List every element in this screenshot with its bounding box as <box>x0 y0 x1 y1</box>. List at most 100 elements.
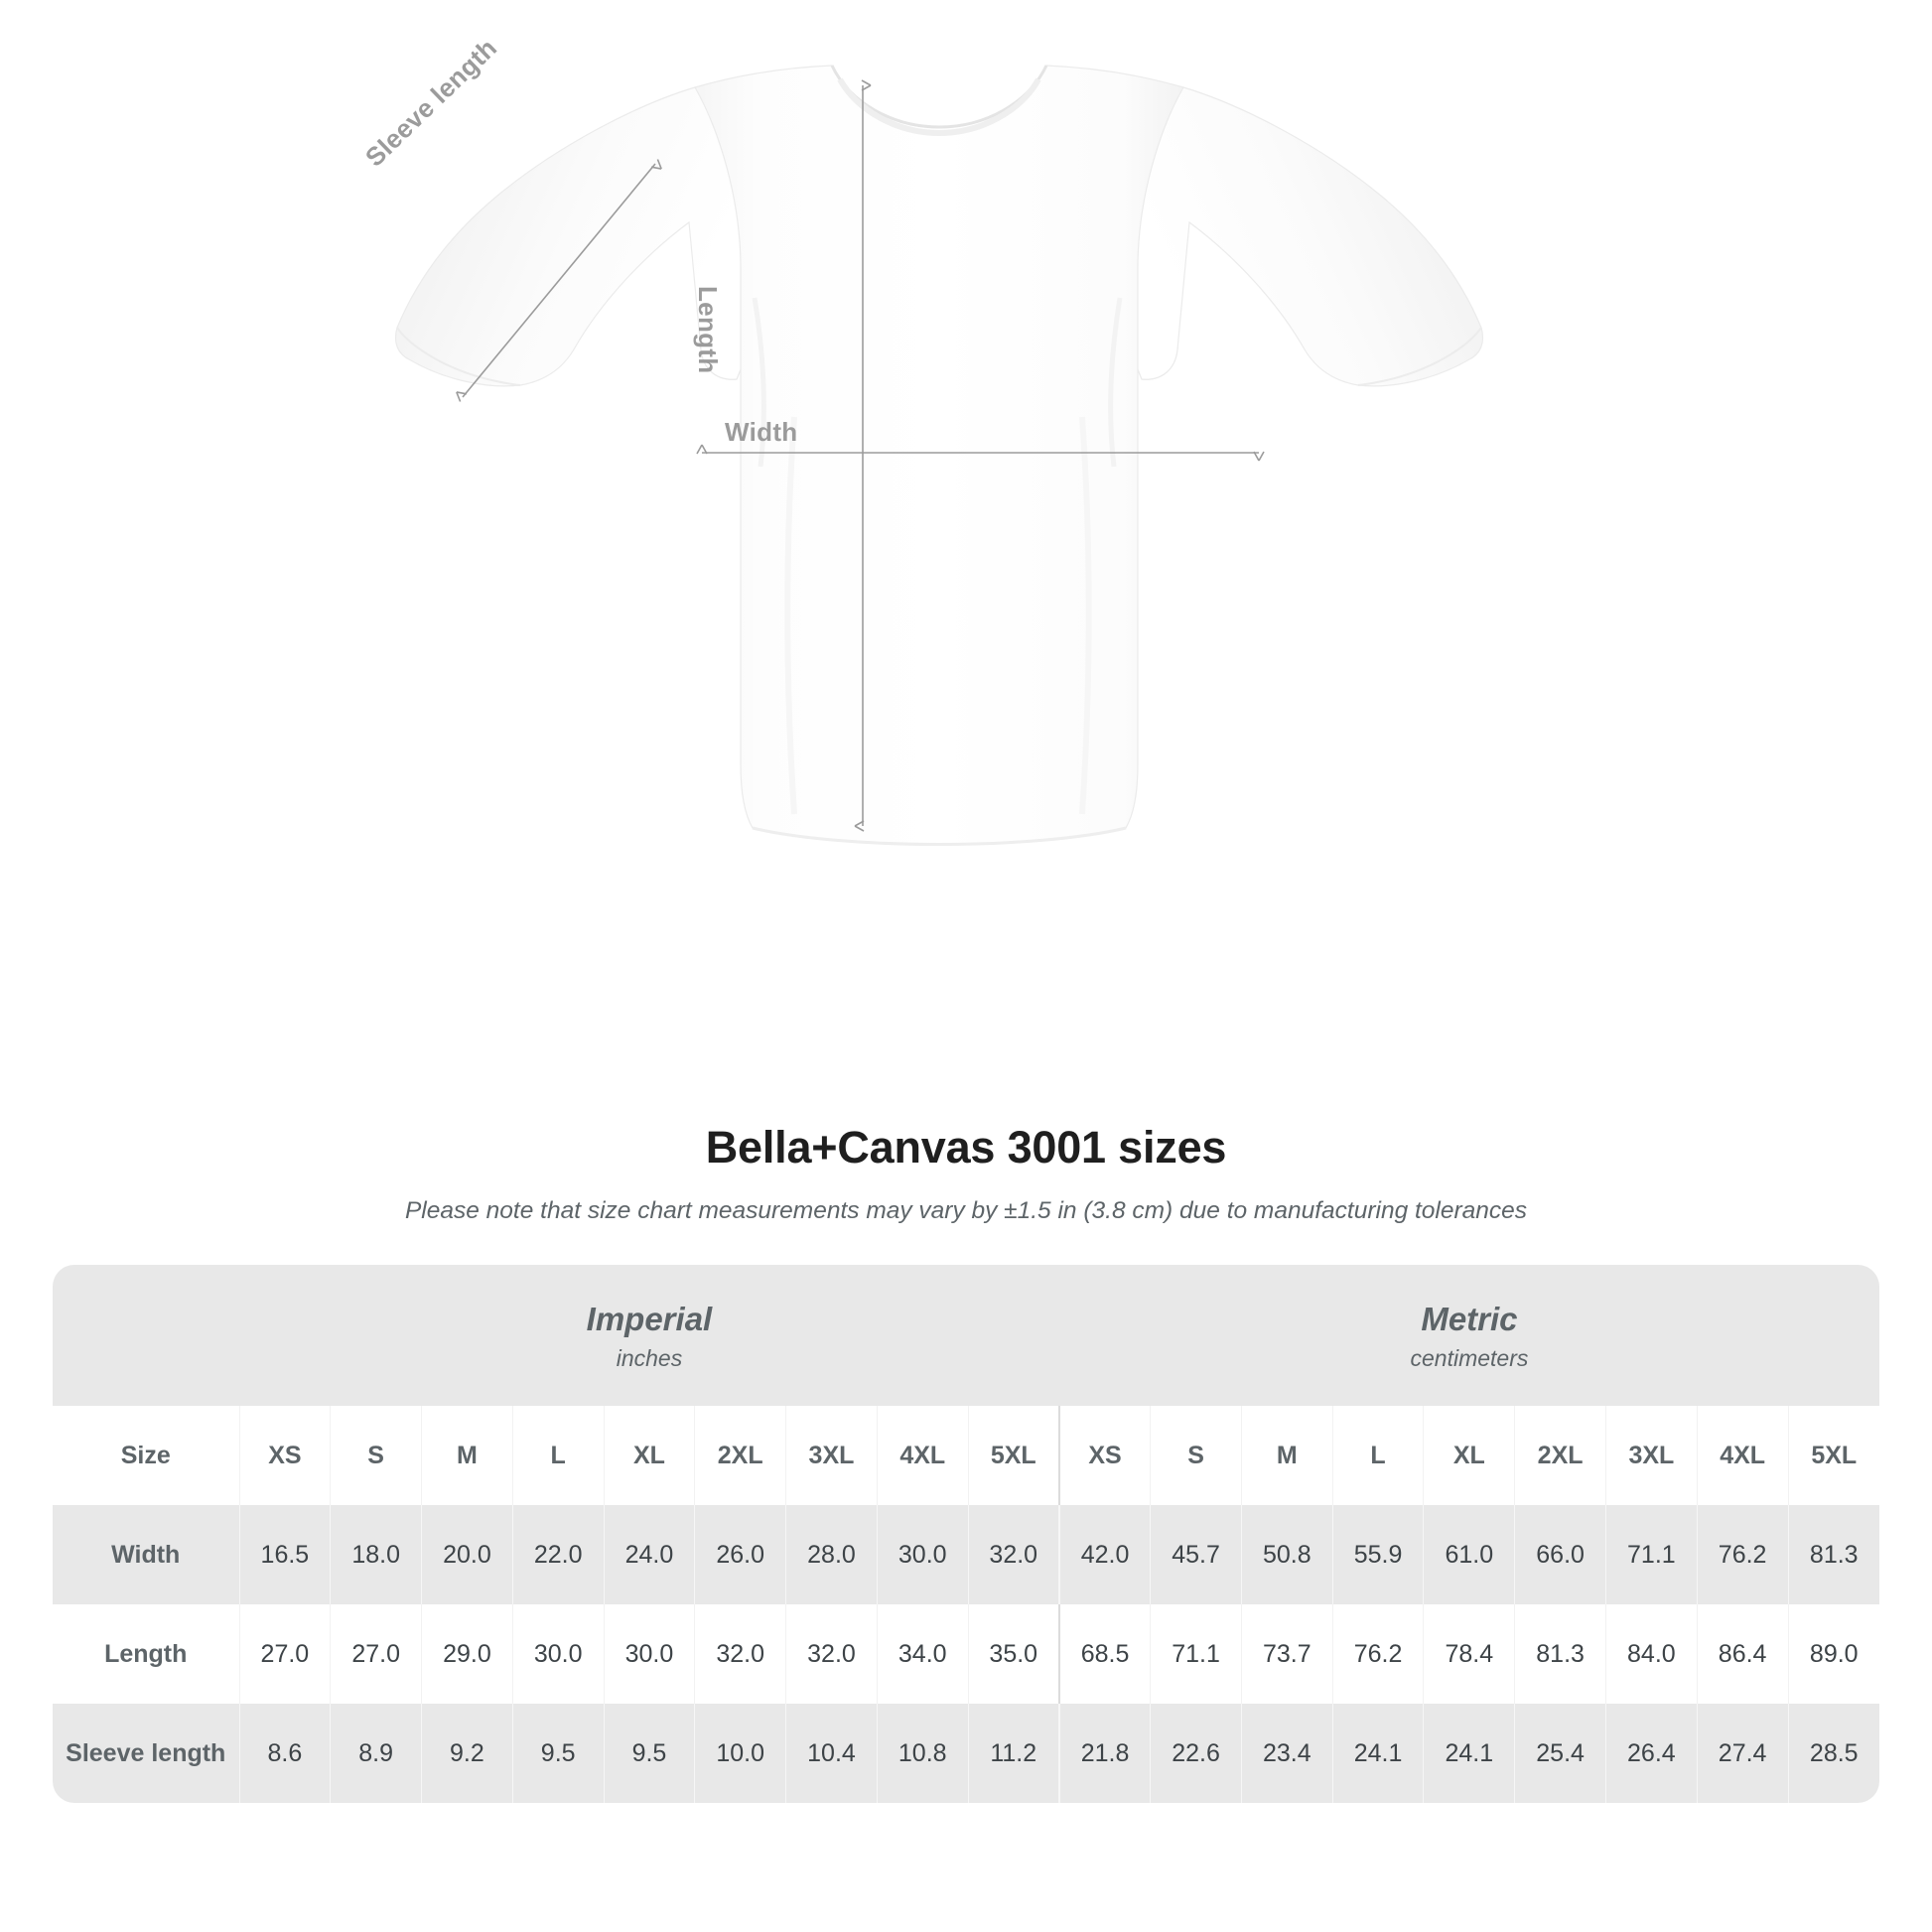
size-column-header: XS <box>238 1406 331 1506</box>
table-cell: 30.0 <box>603 1604 695 1705</box>
tshirt-diagram: Sleeve length Length Width <box>359 32 1484 846</box>
table-cell: 18.0 <box>330 1505 422 1605</box>
unit-group-sublabel: centimeters <box>1410 1345 1529 1372</box>
table-cell: 10.0 <box>694 1704 786 1804</box>
table-cell: 26.0 <box>694 1505 786 1605</box>
table-cell: 32.0 <box>785 1604 878 1705</box>
table-cell: 76.2 <box>1331 1604 1424 1705</box>
size-column-header: 4XL <box>876 1406 969 1506</box>
table-cell: 9.5 <box>603 1704 695 1804</box>
table-cell: 81.3 <box>1787 1505 1879 1605</box>
table-cell: 89.0 <box>1787 1604 1879 1705</box>
table-cell: 16.5 <box>238 1505 331 1605</box>
size-column-header: XL <box>603 1406 695 1506</box>
table-cell: 27.4 <box>1696 1704 1789 1804</box>
size-column-header: 5XL <box>967 1406 1059 1506</box>
table-cell: 32.0 <box>694 1604 786 1705</box>
size-column-header: L <box>511 1406 605 1506</box>
table-cell: 32.0 <box>967 1505 1059 1605</box>
page-title: Bella+Canvas 3001 sizes <box>705 1122 1227 1173</box>
table-cell: 26.4 <box>1604 1704 1698 1804</box>
size-column-header: S <box>1150 1406 1242 1506</box>
table-cell: 8.6 <box>238 1704 331 1804</box>
table-cell: 66.0 <box>1514 1505 1606 1605</box>
table-cell: 34.0 <box>876 1604 969 1705</box>
table-cell: 11.2 <box>967 1704 1059 1804</box>
unit-group-imperial: Imperial inches <box>239 1265 1059 1407</box>
table-cell: 24.1 <box>1423 1704 1515 1804</box>
size-column-header: 2XL <box>1514 1406 1606 1506</box>
size-column-header: M <box>1240 1406 1333 1506</box>
table-cell: 86.4 <box>1696 1604 1789 1705</box>
table-row: Length 27.0 27.0 29.0 30.0 30.0 32.0 32.0 34.0 35… <box>53 1604 1879 1705</box>
size-column-header: L <box>1331 1406 1424 1506</box>
table-cell: 76.2 <box>1696 1505 1789 1605</box>
unit-group-name: Imperial <box>586 1301 713 1337</box>
size-column-header: XS <box>1057 1406 1151 1506</box>
table-cell: 30.0 <box>511 1604 605 1705</box>
table-cell: 24.0 <box>603 1505 695 1605</box>
size-table-container: Imperial inches Metric centimeters Size XS S M L… <box>53 1265 1879 1804</box>
length-dimension-label: Length <box>693 286 723 374</box>
title-block: Bella+Canvas 3001 sizes Please note that… <box>0 1122 1932 1225</box>
sleeve-dimension-line <box>456 159 662 402</box>
table-cell: 81.3 <box>1514 1604 1606 1705</box>
table-cell: 10.8 <box>876 1704 969 1804</box>
shirt-body-shape <box>394 65 1484 846</box>
row-label-width: Width <box>53 1505 239 1605</box>
table-cell: 9.5 <box>511 1704 605 1804</box>
row-label-length: Length <box>53 1604 239 1705</box>
table-cell: 28.5 <box>1787 1704 1879 1804</box>
table-cell: 71.1 <box>1604 1505 1698 1605</box>
table-cell: 22.6 <box>1150 1704 1242 1804</box>
page-subtitle: Please note that size chart measurements… <box>404 1197 1528 1224</box>
row-label-size: Size <box>53 1406 239 1506</box>
size-column-header: S <box>330 1406 422 1506</box>
table-cell: 42.0 <box>1057 1505 1151 1605</box>
size-column-header: 2XL <box>694 1406 786 1506</box>
table-cell: 50.8 <box>1240 1505 1333 1605</box>
unit-group-sublabel: inches <box>616 1345 683 1372</box>
row-label-sleeve-length: Sleeve length <box>53 1704 239 1804</box>
table-cell: 35.0 <box>967 1604 1059 1705</box>
width-dimension-label: Width <box>725 417 798 447</box>
table-row: Size XS S M L XL 2XL 3XL 4XL 5XL XS S M L XL 2XL 3XL 4XL 5… <box>53 1406 1879 1506</box>
size-table: Imperial inches Metric centimeters Size XS S M L… <box>53 1265 1879 1804</box>
table-cell: 28.0 <box>785 1505 878 1605</box>
table-cell: 45.7 <box>1150 1505 1242 1605</box>
table-cell: 61.0 <box>1423 1505 1515 1605</box>
table-row: Width 16.5 18.0 20.0 22.0 24.0 26.0 28.0 30.0 32.… <box>53 1505 1879 1605</box>
size-column-header: 5XL <box>1787 1406 1879 1506</box>
table-cell: 73.7 <box>1240 1604 1333 1705</box>
size-column-header: 3XL <box>1604 1406 1698 1506</box>
table-cell: 20.0 <box>421 1505 513 1605</box>
table-cell: 29.0 <box>421 1604 513 1705</box>
table-cell: 30.0 <box>876 1505 969 1605</box>
size-column-header: 3XL <box>785 1406 878 1506</box>
table-cell: 27.0 <box>330 1604 422 1705</box>
table-cell: 24.1 <box>1331 1704 1424 1804</box>
unit-row-spacer <box>53 1265 239 1407</box>
table-cell: 22.0 <box>511 1505 605 1605</box>
table-cell: 71.1 <box>1150 1604 1242 1705</box>
table-cell: 8.9 <box>330 1704 422 1804</box>
table-cell: 10.4 <box>785 1704 878 1804</box>
table-cell: 55.9 <box>1331 1505 1424 1605</box>
size-column-header: M <box>421 1406 513 1506</box>
table-cell: 84.0 <box>1604 1604 1698 1705</box>
table-cell: 9.2 <box>421 1704 513 1804</box>
table-cell: 23.4 <box>1240 1704 1333 1804</box>
size-column-header: XL <box>1423 1406 1515 1506</box>
table-cell: 68.5 <box>1057 1604 1151 1705</box>
table-cell: 78.4 <box>1423 1604 1515 1705</box>
size-column-header: 4XL <box>1696 1406 1789 1506</box>
unit-group-row: Imperial inches Metric centimeters <box>53 1265 1879 1407</box>
table-row: Sleeve length 8.6 8.9 9.2 9.5 9.5 10.0 10.4 10.8… <box>53 1704 1879 1804</box>
unit-group-metric: Metric centimeters <box>1058 1265 1879 1407</box>
table-cell: 25.4 <box>1514 1704 1606 1804</box>
unit-group-name: Metric <box>1421 1301 1518 1337</box>
table-cell: 21.8 <box>1057 1704 1151 1804</box>
table-cell: 27.0 <box>238 1604 331 1705</box>
tshirt-illustration <box>394 65 1484 846</box>
